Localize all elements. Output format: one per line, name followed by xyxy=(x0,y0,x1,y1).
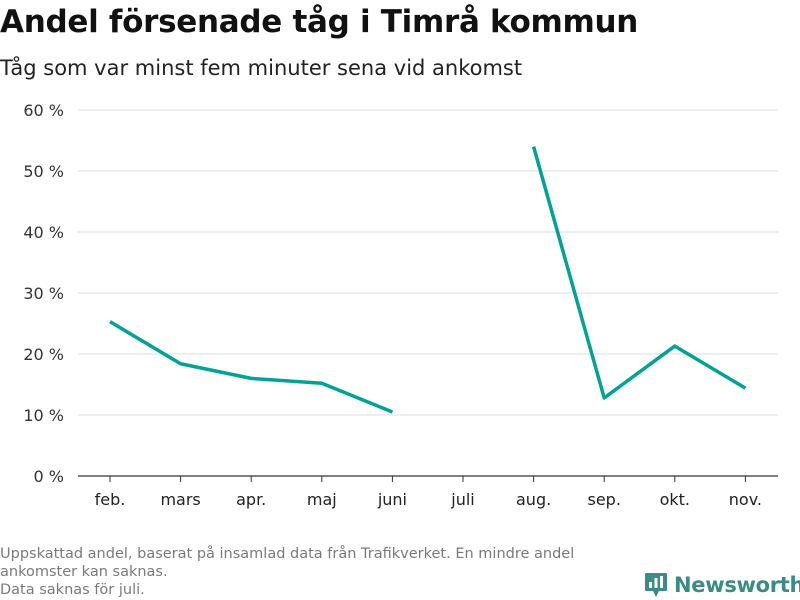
brand-logo: Newsworthy xyxy=(644,570,800,600)
footer-line-1: Uppskattad andel, baserat på insamlad da… xyxy=(0,546,575,562)
y-tick-label: 10 % xyxy=(23,406,64,425)
y-tick-label: 60 % xyxy=(23,101,64,120)
series-line xyxy=(531,146,747,400)
x-tick-label: nov. xyxy=(729,490,762,509)
chart-subtitle: Tåg som var minst fem minuter sena vid a… xyxy=(0,56,523,80)
y-tick-label: 50 % xyxy=(23,162,64,181)
x-tick-label: feb. xyxy=(95,490,126,509)
chart-title: Andel försenade tåg i Timrå kommun xyxy=(0,4,639,40)
brand-name: Newsworthy xyxy=(674,573,800,597)
y-tick-label: 40 % xyxy=(23,223,64,242)
x-tick-label: maj xyxy=(307,490,337,509)
footer-line-2: ankomster kan saknas. xyxy=(0,564,168,580)
x-tick-label: apr. xyxy=(236,490,266,509)
x-tick-label: juni xyxy=(377,490,407,509)
x-tick-label: sep. xyxy=(587,490,620,509)
series-line xyxy=(109,320,394,414)
newsworthy-logo-icon xyxy=(645,573,667,597)
y-tick-label: 20 % xyxy=(23,345,64,364)
x-tick-label: okt. xyxy=(660,490,690,509)
x-tick-label: aug. xyxy=(516,490,551,509)
x-tick-label: mars xyxy=(160,490,200,509)
x-tick-label: juli xyxy=(450,490,474,509)
y-tick-label: 30 % xyxy=(23,284,64,303)
footer-line-3: Data saknas för juli. xyxy=(0,582,145,598)
footer-note: Uppskattad andel, baserat på insamlad da… xyxy=(0,545,630,599)
y-tick-label: 0 % xyxy=(34,467,64,486)
line-chart: 0 % 10 % 20 % 30 % 40 % 50 % 60 % feb. mars apr. m… xyxy=(23,101,778,509)
